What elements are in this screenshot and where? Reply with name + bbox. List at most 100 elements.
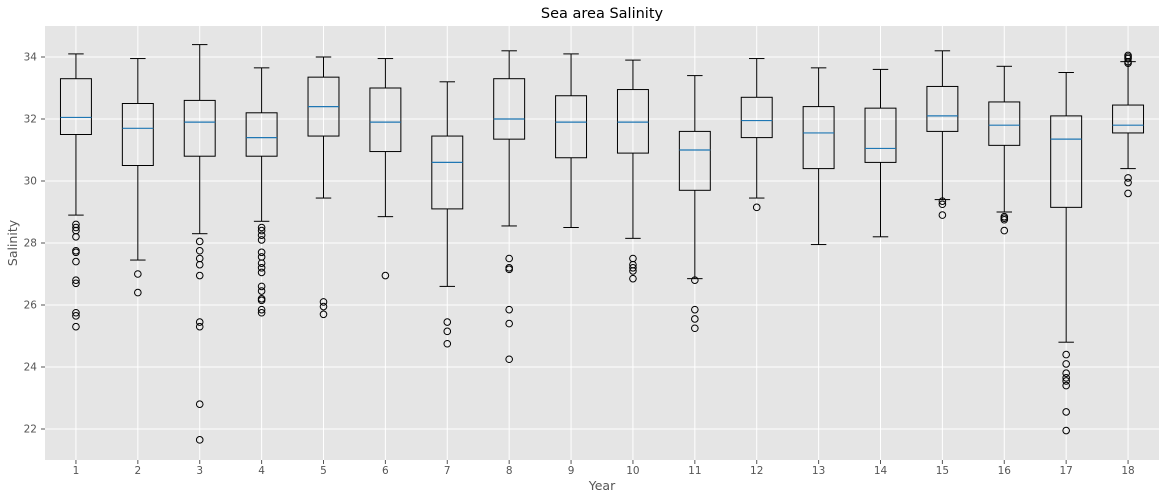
iqr-box <box>988 101 1021 146</box>
outlier-point <box>505 265 513 274</box>
outlier-point <box>72 308 80 317</box>
outlier-point <box>938 197 947 205</box>
iqr-box <box>121 103 154 166</box>
outlier-point <box>195 318 204 326</box>
outlier-point <box>72 312 80 320</box>
outlier-point <box>319 310 328 319</box>
outlier-point <box>505 319 513 328</box>
iqr-box <box>1050 115 1083 208</box>
outlier-point <box>691 305 699 314</box>
iqr-box <box>926 85 959 132</box>
box-year-4 <box>245 67 278 317</box>
box-year-1 <box>59 53 92 331</box>
outlier-point <box>195 246 204 255</box>
outlier-point <box>629 264 637 272</box>
outlier-point <box>257 248 266 257</box>
outlier-point <box>72 322 80 331</box>
outlier-point <box>1124 59 1132 68</box>
x-tick-label: 13 <box>812 465 825 477</box>
outlier-point <box>257 308 266 317</box>
iqr-box <box>864 107 897 163</box>
outlier-point <box>195 260 204 269</box>
chart-title: Sea area Salinity <box>541 6 664 22</box>
outlier-point <box>1062 350 1070 359</box>
outlier-point <box>72 257 80 266</box>
y-tick-label: 28 <box>24 238 37 250</box>
y-tick-label: 24 <box>24 362 38 374</box>
y-tick-label: 22 <box>24 424 37 436</box>
outlier-point <box>1124 178 1132 187</box>
outlier-point <box>1062 426 1070 435</box>
outlier-point <box>505 254 513 263</box>
iqr-box <box>555 95 588 159</box>
outlier-point <box>691 315 699 323</box>
y-axis-label: Salinity <box>5 219 20 266</box>
outlier-point <box>752 203 761 212</box>
outlier-point <box>443 327 452 336</box>
outlier-point <box>257 305 266 314</box>
outlier-point <box>1062 377 1070 385</box>
box-year-9 <box>555 53 588 228</box>
outlier-point <box>691 324 699 333</box>
x-axis-label: Year <box>588 478 616 493</box>
outlier-point <box>629 274 637 283</box>
x-tick-label: 12 <box>750 465 763 477</box>
y-tick-label: 34 <box>24 52 38 64</box>
outlier-point <box>1062 369 1070 378</box>
x-tick-label: 10 <box>626 465 639 477</box>
outlier-point <box>257 223 266 232</box>
box-year-15 <box>926 50 959 219</box>
outlier-point <box>1062 381 1070 390</box>
box-year-10 <box>616 59 649 283</box>
iqr-box <box>1112 104 1145 134</box>
box-year-16 <box>988 65 1021 235</box>
outlier-point <box>1124 174 1132 182</box>
outlier-point <box>938 211 947 219</box>
outlier-point <box>72 248 80 257</box>
x-tick-label: 4 <box>258 465 265 477</box>
outlier-point <box>257 287 266 295</box>
x-tick-label: 8 <box>506 465 513 477</box>
outlier-point <box>505 305 513 314</box>
outlier-point <box>134 288 142 297</box>
outlier-point <box>443 339 452 348</box>
outlier-point <box>257 282 266 291</box>
box-year-2 <box>121 58 154 297</box>
box-year-5 <box>307 56 340 319</box>
iqr-box <box>245 112 278 157</box>
outlier-point <box>72 233 80 241</box>
x-tick-label: 18 <box>1121 465 1134 477</box>
outlier-point <box>134 270 142 278</box>
outlier-point <box>195 400 204 409</box>
box-year-7 <box>431 81 464 348</box>
outlier-point <box>257 268 266 277</box>
x-tick-label: 11 <box>688 465 701 477</box>
x-tick-label: 2 <box>134 465 141 477</box>
box-year-11 <box>678 75 711 333</box>
outlier-point <box>1000 215 1009 224</box>
outlier-point <box>72 276 80 285</box>
outlier-point <box>1062 374 1070 382</box>
iqr-box <box>493 78 526 140</box>
outlier-point <box>443 318 452 326</box>
x-tick-label: 17 <box>1059 465 1072 477</box>
outlier-point <box>257 236 266 244</box>
outlier-point <box>691 276 699 285</box>
x-tick-label: 6 <box>382 465 389 477</box>
outlier-point <box>319 302 328 311</box>
x-tick-label: 1 <box>73 465 80 477</box>
x-tick-label: 7 <box>444 465 451 477</box>
x-tick-label: 5 <box>320 465 327 477</box>
outlier-point <box>629 267 637 275</box>
iqr-box <box>59 78 92 135</box>
iqr-box <box>740 96 773 139</box>
outlier-point <box>1000 226 1009 235</box>
y-tick-label: 30 <box>24 176 37 188</box>
outlier-point <box>72 279 80 288</box>
outlier-point <box>257 259 266 267</box>
outlier-point <box>257 264 266 272</box>
box-year-18 <box>1112 51 1145 198</box>
outlier-point <box>505 355 513 364</box>
